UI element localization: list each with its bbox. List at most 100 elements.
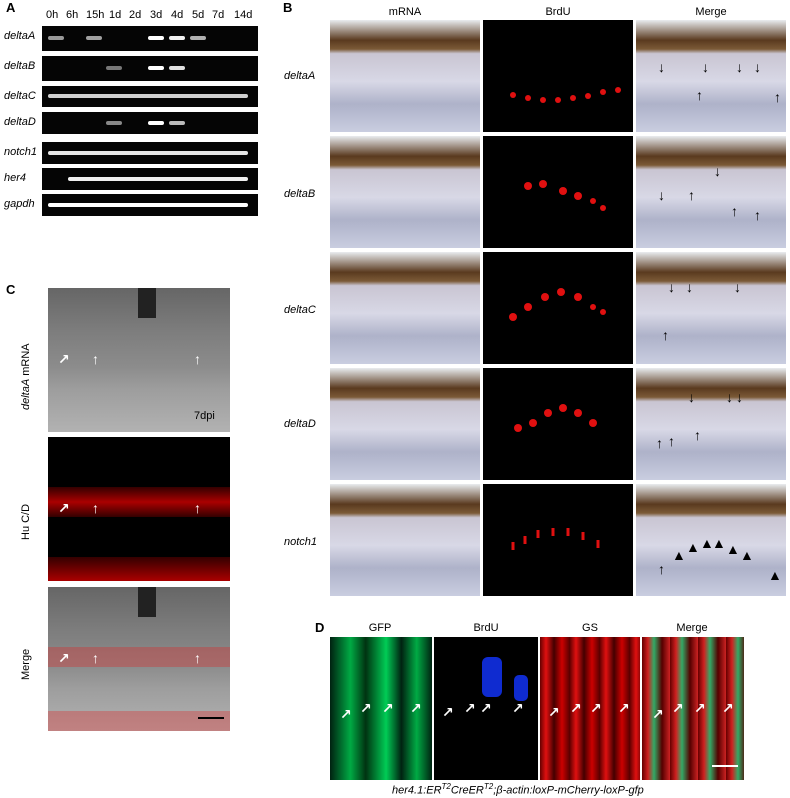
- timepoint-header: 0h 6h 15h 1d 2d 3d 4d 5d 7d 14d: [46, 9, 258, 23]
- arrow-icon: ↑: [774, 89, 781, 105]
- arrow-icon: ↓: [726, 389, 733, 405]
- arrow-icon: ↓: [734, 279, 741, 295]
- mrna-image-4: [330, 484, 480, 596]
- mrna-image-1: [330, 136, 480, 248]
- arrow-icon: ▲: [672, 547, 686, 563]
- d-col-header-3: Merge: [676, 622, 708, 634]
- row-label-4: notch1: [284, 536, 318, 548]
- arrow-icon: ↑: [696, 87, 703, 103]
- d-image-gs: ↗ ↗ ↗ ↗: [540, 637, 640, 780]
- arrow-icon: ↑: [668, 433, 675, 449]
- time-inset: 7dpi: [194, 410, 215, 422]
- gene-label-4: notch1: [4, 146, 38, 158]
- timepoint-8: 7d: [212, 9, 225, 21]
- scale-bar: [712, 765, 738, 767]
- timepoint-5: 3d: [150, 9, 163, 21]
- arrow-icon: ↗: [672, 700, 684, 716]
- gel-strip-2: [42, 86, 258, 107]
- arrow-icon: ▲: [686, 539, 700, 555]
- col-header-merge: Merge: [695, 6, 727, 18]
- arrow-icon: ↗: [570, 700, 582, 716]
- gel-strip-4: [42, 142, 258, 164]
- arrow-icon: ▲: [740, 547, 754, 563]
- arrow-icon: ↗: [58, 650, 70, 666]
- arrow-icon: ↓: [686, 279, 693, 295]
- gel-strip-6: [42, 194, 258, 216]
- brdu-image-1: [483, 136, 633, 248]
- timepoint-2: 15h: [86, 9, 105, 21]
- arrow-icon: ↗: [464, 700, 476, 716]
- brdu-image-0: [483, 20, 633, 132]
- gel-strip-1: [42, 56, 258, 81]
- gel-strip-3: [42, 112, 258, 134]
- arrow-icon: ↑: [658, 561, 665, 577]
- row-label-1: deltaB: [284, 188, 316, 200]
- merge-image-0: ↓ ↓ ↓ ↓ ↑ ↑: [636, 20, 786, 132]
- row-label-c-1: Hu C/D: [20, 503, 32, 540]
- c-image-1: ↗ ↑ ↑: [48, 437, 230, 581]
- arrow-icon: ↑: [656, 435, 663, 451]
- d-image-gfp: ↗ ↗ ↗ ↗: [330, 637, 432, 780]
- arrow-icon: ↑: [92, 500, 99, 516]
- arrow-icon: ↗: [480, 700, 492, 716]
- timepoint-7: 5d: [192, 9, 205, 21]
- arrow-icon: ↓: [668, 279, 675, 295]
- arrow-icon: ↑: [731, 203, 738, 219]
- d-caption: her4.1:ERT2CreERT2;β-actin:loxP-mCherry-…: [392, 782, 644, 797]
- timepoint-6: 4d: [171, 9, 184, 21]
- merge-image-1: ↓ ↑ ↓ ↑ ↑: [636, 136, 786, 248]
- arrow-icon: ↗: [722, 700, 734, 716]
- merge-image-2: ↓ ↓ ↓ ↑: [636, 252, 786, 364]
- arrow-icon: ↑: [92, 650, 99, 666]
- arrow-icon: ↑: [688, 187, 695, 203]
- brdu-image-4: [483, 484, 633, 596]
- c-image-0: ↗ ↑ ↑ 7dpi: [48, 288, 230, 432]
- gene-label-2: deltaC: [4, 90, 36, 102]
- c-image-2: ↗ ↑ ↑: [48, 587, 230, 731]
- arrow-icon: ↗: [590, 700, 602, 716]
- arrow-icon: ↑: [694, 427, 701, 443]
- arrow-icon: ↑: [754, 207, 761, 223]
- arrow-icon: ↗: [360, 700, 372, 716]
- mrna-image-0: [330, 20, 480, 132]
- arrow-icon: ↗: [340, 706, 352, 722]
- scale-bar: [198, 717, 224, 719]
- row-label-c-2: Merge: [20, 648, 32, 680]
- row-label-0: deltaA: [284, 70, 316, 82]
- arrow-icon: ↓: [658, 187, 665, 203]
- arrow-icon: ↗: [694, 700, 706, 716]
- gene-label-3: deltaD: [4, 116, 36, 128]
- arrow-icon: ↗: [618, 700, 630, 716]
- gel-strip-5: [42, 168, 258, 190]
- timepoint-4: 2d: [129, 9, 142, 21]
- panel-c-letter: C: [6, 282, 16, 297]
- d-col-header-2: GS: [582, 622, 598, 634]
- col-header-brdu: BrdU: [545, 6, 571, 18]
- gel-strip-0: [42, 26, 258, 51]
- gene-label-5: her4: [4, 172, 27, 184]
- merge-image-3: ↓ ↓ ↓ ↑ ↑ ↑: [636, 368, 786, 480]
- d-image-brdu: ↗ ↗ ↗ ↗: [434, 637, 538, 780]
- arrow-icon: ↗: [442, 704, 454, 720]
- col-header-mrna: mRNA: [388, 6, 422, 18]
- arrow-icon: ↑: [92, 351, 99, 367]
- arrow-icon: ▲: [712, 535, 726, 551]
- gene-label-0: deltaA: [4, 30, 36, 42]
- arrow-icon: ↓: [736, 389, 743, 405]
- panel-d-letter: D: [315, 620, 325, 635]
- arrow-icon: ↗: [548, 704, 560, 720]
- gene-label-6: gapdh: [4, 198, 35, 210]
- d-col-header-0: GFP: [368, 622, 392, 634]
- arrow-icon: ↓: [736, 59, 743, 75]
- arrow-icon: ↑: [194, 351, 201, 367]
- brdu-image-2: [483, 252, 633, 364]
- arrow-icon: ↗: [512, 700, 524, 716]
- arrow-icon: ↗: [58, 500, 70, 516]
- arrow-icon: ↗: [382, 700, 394, 716]
- arrow-icon: ↗: [652, 706, 664, 722]
- mrna-image-2: [330, 252, 480, 364]
- arrow-icon: ↑: [662, 327, 669, 343]
- arrow-icon: ↑: [194, 500, 201, 516]
- arrow-icon: ↓: [714, 163, 721, 179]
- arrow-icon: ▲: [768, 567, 782, 583]
